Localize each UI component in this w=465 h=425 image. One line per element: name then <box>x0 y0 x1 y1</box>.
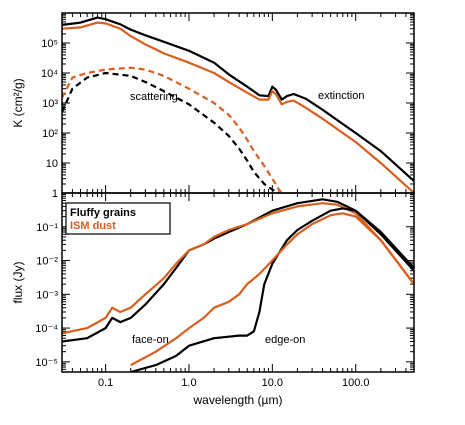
top-annotation: extinction <box>318 90 364 102</box>
top-y-axis-title: K (cm²/g) <box>11 78 25 127</box>
bottom-series-line-4 <box>130 212 414 367</box>
top-y-tick-label: 10⁵ <box>41 38 58 50</box>
top-series-line-1 <box>62 16 414 182</box>
top-y-tick-label: 1 <box>52 188 58 200</box>
top-series-group <box>62 16 414 193</box>
top-series-line-3 <box>62 71 280 193</box>
legend-entry: ISM dust <box>70 220 116 232</box>
bottom-y-tick-label: 10⁻³ <box>36 289 58 301</box>
bottom-x-tick-label: 1.0 <box>181 377 196 389</box>
bottom-plot-frame <box>61 192 415 373</box>
bottom-y-axis-title: flux (Jy) <box>11 261 25 303</box>
bottom-x-tick-label: 100.0 <box>342 377 370 389</box>
bottom-panel: 10⁻⁵ 10⁻⁴ 10⁻³ 10⁻² 10⁻¹ 0.1 1.0 10.0 100.0 flux … <box>11 192 415 407</box>
bottom-x-tick-label: 10.0 <box>262 377 283 389</box>
legend-entry: Fluffy grains <box>70 207 136 219</box>
bottom-y-tick-label: 10⁻¹ <box>36 222 58 234</box>
bottom-y-tick-label: 10⁻⁴ <box>35 323 58 335</box>
bottom-series-line-2 <box>62 202 414 335</box>
top-y-tick-label: 10 <box>46 158 58 170</box>
legend-box <box>65 202 171 235</box>
bottom-series-line-3 <box>130 207 414 372</box>
bottom-x-axis-title: wavelength (µm) <box>193 393 283 407</box>
top-plot-frame <box>61 12 415 194</box>
top-y-tick-label: 10² <box>42 128 58 140</box>
top-y-tick-label: 10³ <box>42 98 58 110</box>
bottom-annotation: edge-on <box>265 334 305 346</box>
bottom-annotation: face-on <box>132 334 169 346</box>
bottom-y-tick-label: 10⁻⁵ <box>35 357 58 369</box>
bottom-x-tick-label: 0.1 <box>98 377 113 389</box>
bottom-y-tick-label: 10⁻² <box>36 256 58 268</box>
top-y-tick-label: 10⁴ <box>41 68 58 80</box>
bottom-series-group <box>62 198 414 372</box>
top-ticks <box>61 12 415 194</box>
top-panel: 1 10 10² 10³ 10⁴ 10⁵ K (cm²/g) scattering extinc… <box>11 12 415 200</box>
top-series-line-2 <box>62 21 414 193</box>
top-annotation: scattering <box>130 91 178 103</box>
top-series-line-4 <box>62 66 283 193</box>
